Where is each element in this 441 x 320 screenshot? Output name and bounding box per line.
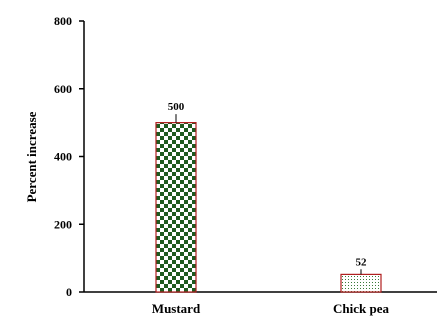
y-tick-label: 600 <box>54 82 72 96</box>
x-tick-label: Mustard <box>152 301 201 316</box>
bar-chick-pea <box>340 273 382 293</box>
y-tick-label: 200 <box>54 217 72 231</box>
y-axis: 0 200 400 600 800 <box>54 14 85 299</box>
y-axis-label: Percent increase <box>24 111 39 202</box>
y-ticks: 0 200 400 600 800 <box>54 14 84 299</box>
data-label: 52 <box>356 256 368 268</box>
bars: 500 Mustard 52 Chick pea <box>152 101 390 316</box>
y-tick-label: 400 <box>54 150 72 164</box>
data-label: 500 <box>168 101 185 113</box>
bar-mustard <box>155 122 197 293</box>
x-tick-label: Chick pea <box>333 301 389 316</box>
y-tick-label: 0 <box>66 285 72 299</box>
y-tick-label: 800 <box>54 14 72 28</box>
